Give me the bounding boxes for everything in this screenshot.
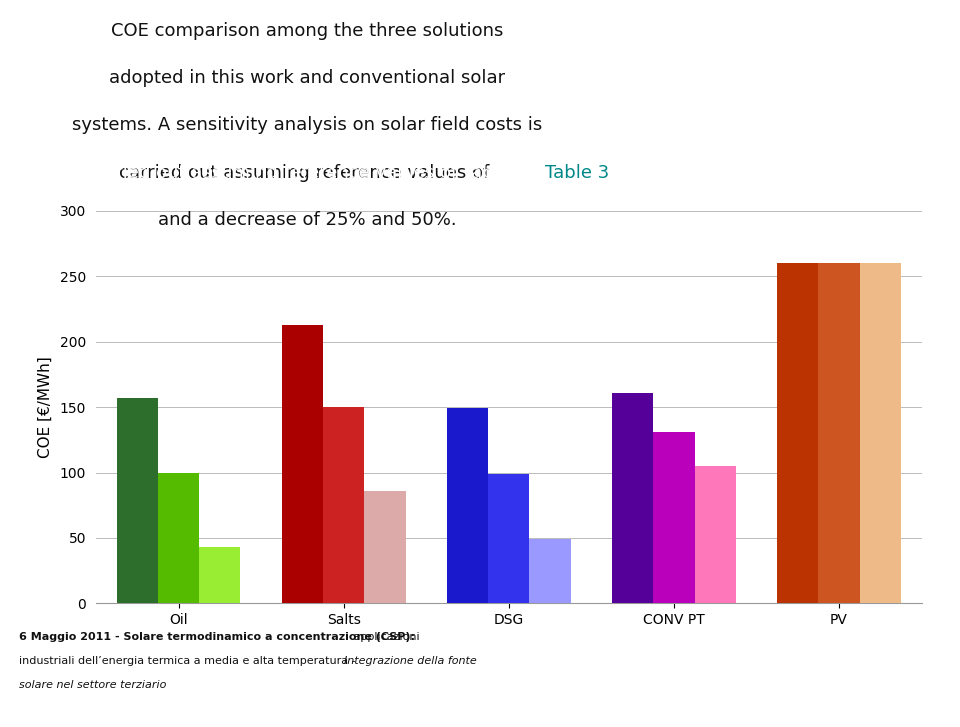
Bar <box>612 393 653 603</box>
Text: adopted in this work and conventional solar: adopted in this work and conventional so… <box>109 69 505 87</box>
Bar <box>323 407 365 603</box>
Text: 6 Maggio 2011 - Solare termodinamico a concentrazione (CSP):: 6 Maggio 2011 - Solare termodinamico a c… <box>19 632 415 643</box>
Bar <box>117 398 157 603</box>
Bar <box>778 263 818 603</box>
Text: Table 3: Table 3 <box>545 164 610 182</box>
Bar <box>200 547 240 603</box>
Bar <box>157 473 200 603</box>
Bar <box>818 263 860 603</box>
Text: carried out assuming reference values of Table 3: carried out assuming reference values of… <box>87 164 527 182</box>
Text: Integrazione della fonte: Integrazione della fonte <box>344 656 476 666</box>
Text: COE comparison among the three solutions: COE comparison among the three solutions <box>111 22 503 40</box>
Bar <box>860 263 900 603</box>
Text: industriali dell’energia termica a media e alta temperatura -: industriali dell’energia termica a media… <box>19 656 359 666</box>
Bar <box>489 474 530 603</box>
Bar <box>365 491 406 603</box>
Text: carried out assuming reference values of: carried out assuming reference values of <box>119 164 495 182</box>
Bar <box>446 409 488 603</box>
Text: solare nel settore terziario: solare nel settore terziario <box>19 680 167 690</box>
Text: and a decrease of 25% and 50%.: and a decrease of 25% and 50%. <box>157 211 457 229</box>
Bar <box>530 539 570 603</box>
Text: applicazioni: applicazioni <box>350 632 420 643</box>
Bar <box>282 325 323 603</box>
Text: systems. A sensitivity analysis on solar field costs is: systems. A sensitivity analysis on solar… <box>72 116 542 134</box>
Bar <box>694 466 735 603</box>
Bar <box>653 432 694 603</box>
Y-axis label: COE [€/MWh]: COE [€/MWh] <box>38 356 53 458</box>
